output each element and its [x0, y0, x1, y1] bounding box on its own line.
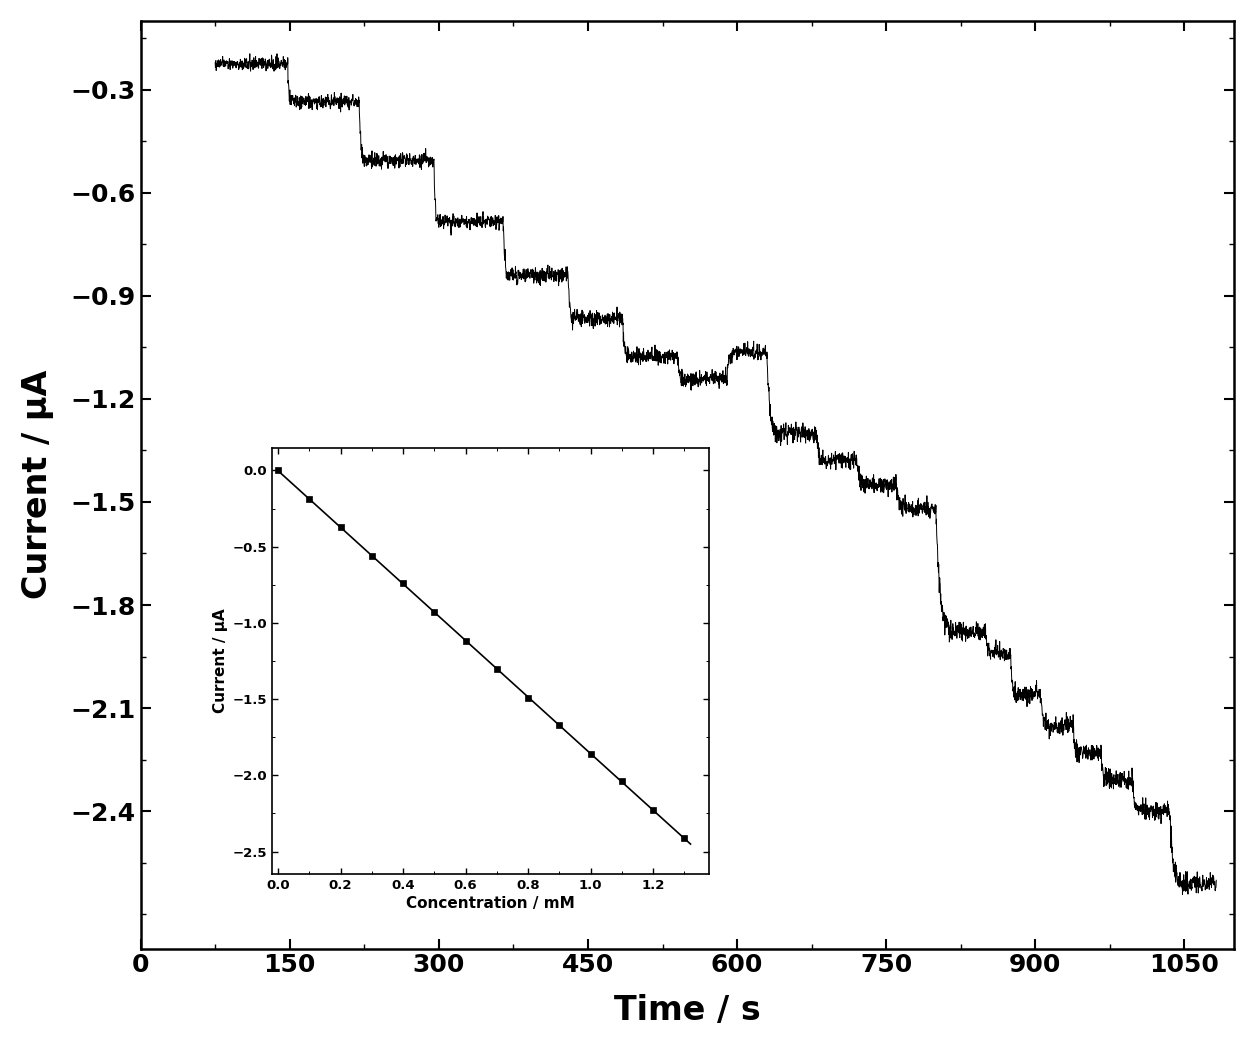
Y-axis label: Current / μA: Current / μA [21, 370, 54, 599]
X-axis label: Time / s: Time / s [614, 995, 761, 1027]
